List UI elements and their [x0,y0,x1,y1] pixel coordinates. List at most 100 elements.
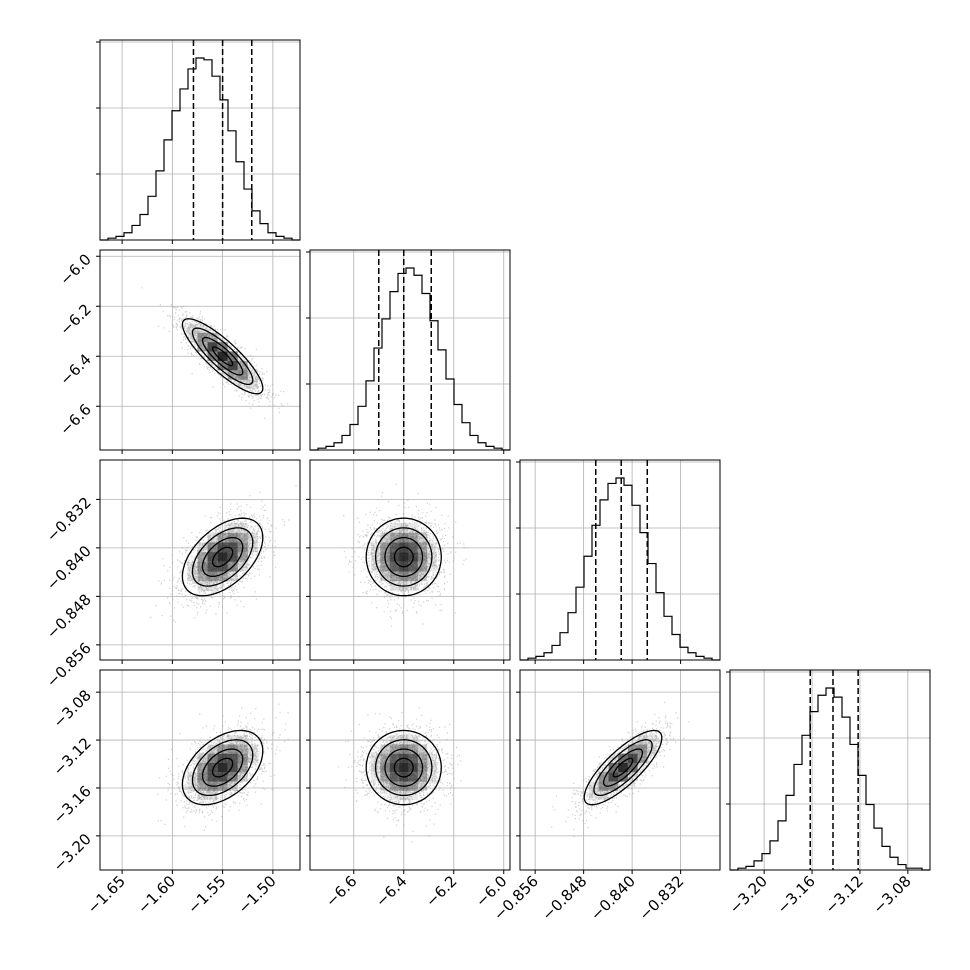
density-cell [417,571,428,582]
panel-content [520,670,720,870]
hist-panel-3 [726,669,931,871]
density-cell [647,735,657,745]
density-cell [408,571,418,582]
density-cell [417,772,428,782]
x-tick-label: −6.4 [372,872,410,910]
density-cell [389,781,400,791]
density-cell [608,753,619,763]
panel-frame [309,669,511,871]
density-cell [380,781,390,791]
y-tick-label: −0.856 [43,639,95,691]
density-cell [399,762,409,773]
density-cell [608,762,619,773]
y-tick-label: −3.16 [50,782,95,827]
density-cell [217,781,228,791]
density-cell [608,772,619,782]
density-cell [237,532,248,543]
density-cell [408,753,418,763]
density-cell [370,561,381,572]
density-cell [389,735,400,745]
scatter-panel-1-0: −6.6 −6.4 −6.2 −6.0 [56,249,301,451]
density-cell [217,762,228,773]
x-tick-label: −1.55 [184,872,229,917]
density-cell [197,552,208,562]
density-cell [618,772,628,782]
x-tick-label: −3.08 [869,872,914,917]
scatter-panel-3-2 [516,669,721,871]
density-cell [197,323,208,333]
density-cell [187,332,198,343]
x-tick-label: −6.6 [322,872,360,910]
x-tick-label: −3.16 [774,872,819,917]
density-cell [408,744,418,754]
density-cell [408,561,418,572]
y-tick-label: −3.08 [50,686,95,731]
density-cell [408,581,418,591]
density-cell [237,370,248,380]
density-cell [637,744,648,754]
density-cell [207,552,218,562]
panel-bg [310,250,510,450]
panel-frame [309,249,511,451]
scatter-panel-2-0: −0.856−0.848−0.840−0.832 [43,459,301,691]
density-cell [417,561,428,572]
density-cell [427,753,437,763]
panel-bg [100,460,300,660]
density-cell [227,370,238,380]
density-cell [207,772,218,782]
histogram-line [520,477,720,661]
density-cell [389,571,400,582]
density-cell [380,753,390,763]
hist-panel-0 [96,39,301,241]
density-cell [408,772,418,782]
density-cell [389,581,400,591]
y-tick-label: −0.832 [43,493,95,545]
scatter-panel-3-1 [306,669,511,871]
density-cell [627,762,638,773]
density-cell [247,379,258,390]
panel-frame [729,669,931,871]
x-tick-label: −1.60 [134,872,179,917]
scatter-panel-2-1 [306,459,511,661]
density-cell [618,753,628,763]
contour-line [384,536,424,578]
y-tick-label: −3.20 [50,830,95,875]
contour-line [181,729,264,806]
contour-line [211,346,234,367]
panel-content [100,670,300,870]
density-cell [389,561,400,572]
density-cell [197,571,208,582]
density-cell [217,772,228,782]
contour-line [211,757,234,778]
density-cell [227,552,238,562]
density-cell [389,523,400,533]
density-cell [417,744,428,754]
density-cell [237,552,248,562]
density-cell [408,542,418,553]
panel-frame [99,459,301,661]
density-cell [217,571,228,582]
panel-content [310,460,510,660]
density-cell [197,332,208,343]
density-cell [227,772,238,782]
density-cell [389,744,400,754]
density-cell [370,542,381,553]
contour-line [602,748,644,787]
panel-frame [309,459,511,661]
density-cell [197,790,208,801]
contour-line [191,739,254,797]
contour-line [365,729,442,806]
density-cell [408,735,418,745]
x-tick-label: −0.840 [587,872,639,924]
density-cell [380,561,390,572]
density-cell [380,744,390,754]
panel-frame [99,39,301,241]
density-cell [608,781,619,791]
panel-frame [519,669,721,871]
hist-panel-2 [516,459,721,661]
density-cell [207,753,218,763]
density-cell [370,753,381,763]
density-cell [389,772,400,782]
density-cell [237,379,248,390]
